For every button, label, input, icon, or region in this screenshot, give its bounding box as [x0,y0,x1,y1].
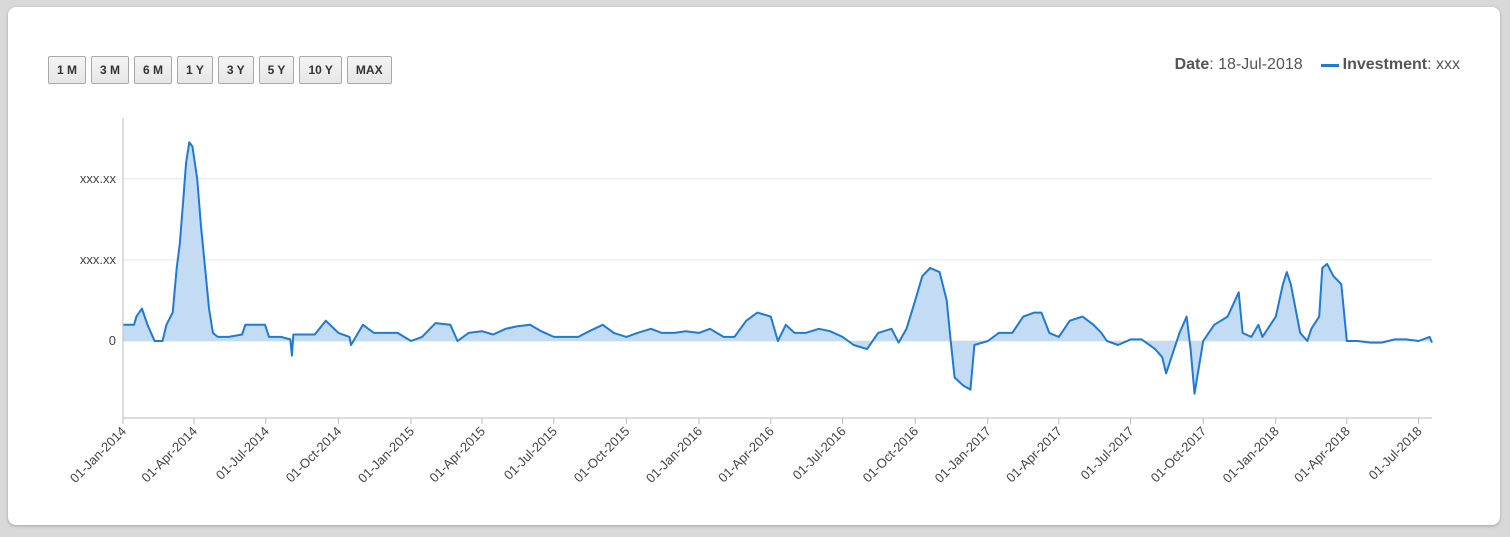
range-10y-button[interactable]: 10 Y [299,56,342,84]
x-tick-label: 01-Jan-2016 [643,424,705,486]
date-label: Date [1174,56,1210,73]
x-tick-label: 01-Jan-2018 [1220,424,1282,486]
series-value: : xxx [1427,56,1460,73]
x-tick-label: 01-Oct-2016 [860,424,922,486]
range-1m-button[interactable]: 1 M [48,56,87,84]
x-tick-label: 01-Jan-2015 [355,424,417,486]
x-axis-ticks: 01-Jan-2014 01-Apr-2014 01-Jul-2014 01-Oct-… [67,418,1425,486]
x-tick-label: 01-Apr-2016 [715,424,777,486]
chart-card: 1 M 3 M 6 M 1 Y 3 Y 5 Y 10 Y MAX Date : … [8,7,1500,525]
x-tick-label: 01-Jul-2018 [1366,424,1425,483]
x-tick-label: 01-Oct-2015 [571,424,633,486]
series-investment [123,141,1433,395]
range-max-button[interactable]: MAX [346,56,392,84]
x-tick-label: 01-Jul-2015 [501,424,560,483]
x-tick-label: 01-Apr-2015 [426,424,488,486]
range-5y-button[interactable]: 5 Y [258,56,295,84]
x-tick-label: 01-Jan-2014 [67,424,129,486]
series-area [123,142,1432,394]
y-tick-label: xxx.xx [80,171,117,186]
x-tick-label: 01-Apr-2017 [1003,424,1065,486]
range-3m-button[interactable]: 3 M [91,56,130,84]
range-1y-button[interactable]: 1 Y [177,56,213,84]
range-6m-button[interactable]: 6 M [134,56,173,84]
x-tick-label: 01-Jul-2014 [213,424,272,483]
x-tick-label: 01-Jan-2017 [932,424,994,486]
y-axis-ticks: 0 xxx.xx xxx.xx [80,171,117,348]
x-tick-label: 01-Apr-2018 [1291,424,1353,486]
y-tick-label: xxx.xx [80,252,117,267]
x-tick-label: 01-Oct-2014 [283,424,345,486]
x-tick-label: 01-Jul-2016 [790,424,849,483]
x-tick-label: 01-Oct-2017 [1148,424,1210,486]
series-label: Investment [1342,56,1428,73]
legend-line-icon [1320,63,1339,67]
x-tick-label: 01-Jul-2017 [1078,424,1137,483]
range-3y-button[interactable]: 3 Y [217,56,254,84]
series-line [123,141,1433,395]
x-tick-label: 01-Apr-2014 [138,424,200,486]
date-value: : 18-Jul-2018 [1209,56,1303,73]
tooltip-info: Date : 18-Jul-2018 Investment : xxx [1175,56,1460,74]
range-selector: 1 M 3 M 6 M 1 Y 3 Y 5 Y 10 Y MAX [48,56,392,84]
y-tick-label: 0 [109,333,116,348]
